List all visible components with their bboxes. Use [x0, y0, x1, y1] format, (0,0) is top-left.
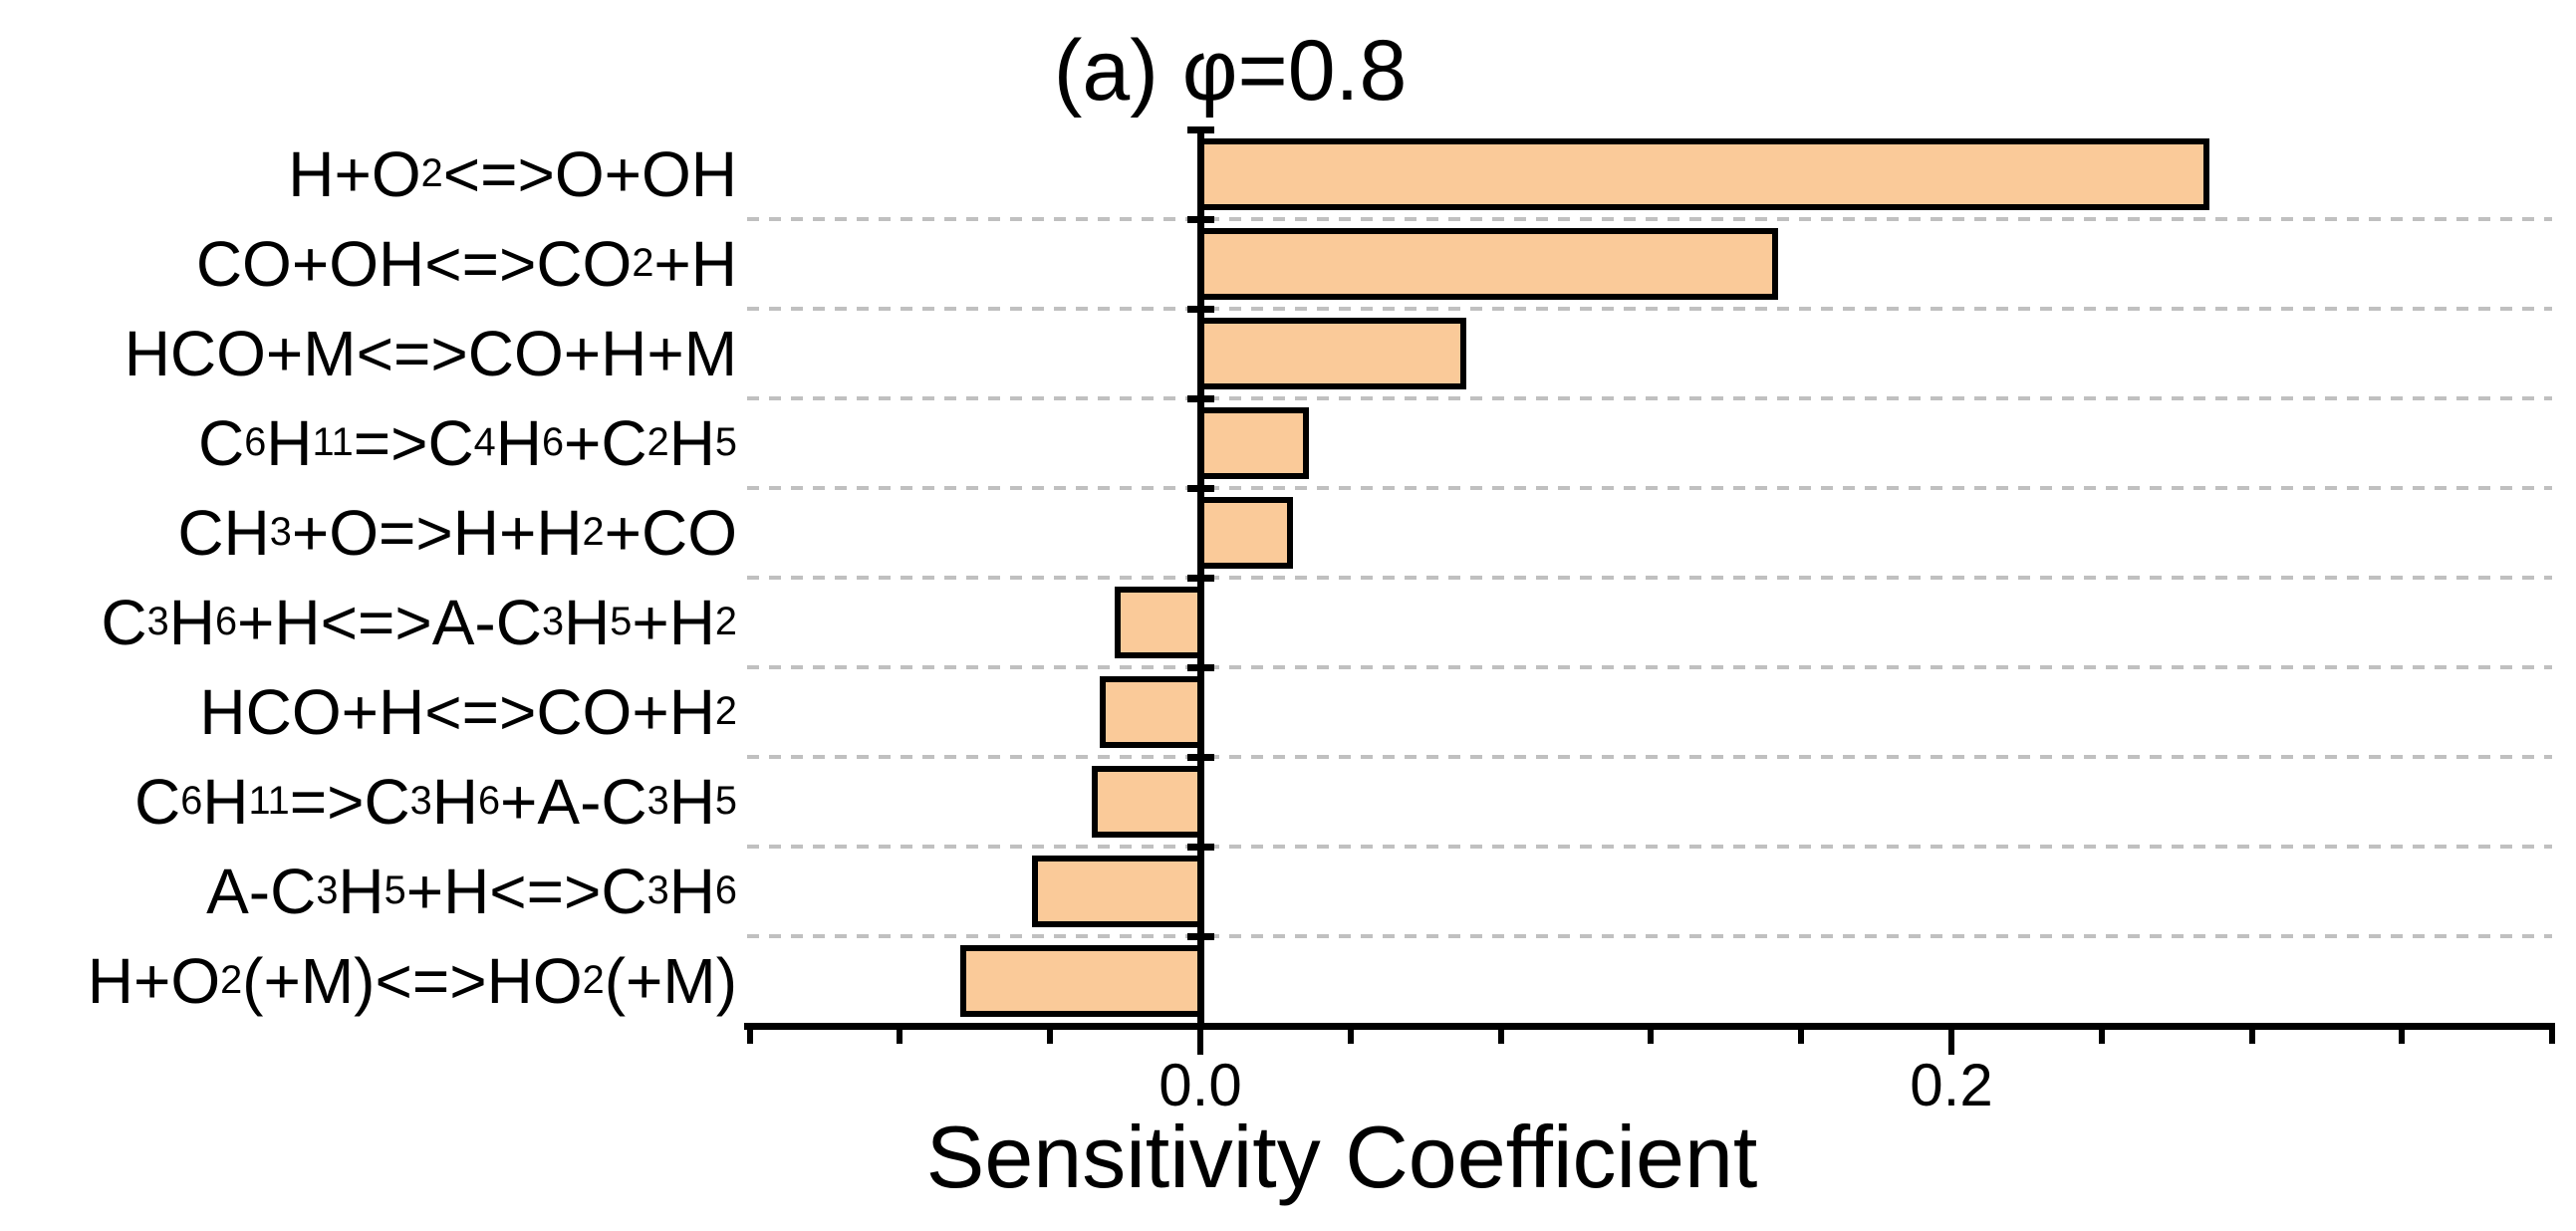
reaction-label-5: CH 3 +O=>H+H 2 +CO [177, 497, 737, 569]
x-minor-tick [897, 1027, 903, 1044]
subscript: 5 [384, 868, 406, 913]
subscript: 6 [541, 420, 565, 465]
reaction-label-4: C 6 H 11 =>C 4 H 6 +C 2 H 5 [197, 407, 737, 479]
subscript: 2 [582, 510, 605, 555]
reaction-label-1: H+O 2 <=>O+OH [288, 138, 737, 210]
gridline [747, 845, 2552, 849]
bar-5 [1197, 497, 1294, 569]
subscript: 3 [316, 868, 339, 913]
gridline [747, 307, 2552, 311]
gridline [747, 755, 2552, 759]
x-minor-tick [2549, 1027, 2556, 1044]
x-axis [744, 1023, 2555, 1030]
x-minor-tick [1347, 1027, 1354, 1044]
subscript: 3 [541, 600, 565, 644]
chart-title: (a) φ=0.8 [1053, 23, 1408, 119]
subscript: 2 [220, 958, 243, 1003]
subscript: 3 [646, 868, 669, 913]
x-minor-tick [1798, 1027, 1805, 1044]
subscript: 6 [714, 868, 737, 913]
x-minor-tick [1648, 1027, 1655, 1044]
subscript: 6 [244, 420, 267, 465]
bar-1 [1197, 138, 2210, 210]
gridline [747, 665, 2552, 669]
bar-8 [1092, 766, 1203, 838]
subscript: 4 [473, 420, 496, 465]
subscript: 3 [269, 510, 292, 555]
gridline [747, 217, 2552, 221]
x-tick-label: 0.2 [1910, 1052, 1993, 1118]
bar-2 [1197, 228, 1778, 300]
reaction-label-2: CO+OH<=>CO 2 +H [195, 228, 737, 300]
subscript: 2 [646, 420, 669, 465]
subscript: 2 [714, 689, 737, 734]
zero-axis [1197, 129, 1204, 1027]
x-minor-tick [2098, 1027, 2105, 1044]
bar-7 [1099, 676, 1203, 748]
subscript: 2 [632, 241, 654, 286]
x-axis-title: Sensitivity Coefficient [925, 1108, 1758, 1206]
bar-3 [1197, 318, 1466, 389]
reaction-label-10: H+O 2 (+M)<=>HO 2 (+M) [87, 945, 737, 1017]
gridline [747, 396, 2552, 400]
subscript: 11 [248, 779, 290, 824]
x-minor-tick [1047, 1027, 1054, 1044]
subscript: 3 [146, 600, 169, 644]
bar-9 [1032, 856, 1203, 927]
x-major-tick [1948, 1027, 1954, 1055]
reaction-label-9: A-C 3 H 5 +H<=>C 3 H 6 [206, 856, 737, 927]
reaction-label-8: C 6 H 11 =>C 3 H 6 +A-C 3 H 5 [133, 766, 737, 838]
reaction-label-3: HCO+M<=>CO+H+M [124, 318, 737, 389]
reaction-label-6: C 3 H 6 +H<=>A-C 3 H 5 +H 2 [101, 587, 737, 658]
subscript: 6 [180, 779, 203, 824]
x-tick-label: 0.0 [1159, 1052, 1242, 1118]
x-minor-tick [746, 1027, 753, 1044]
subscript: 6 [477, 779, 501, 824]
x-minor-tick [2248, 1027, 2255, 1044]
x-major-tick [1197, 1027, 1203, 1055]
gridline [747, 486, 2552, 490]
bar-10 [960, 945, 1203, 1017]
subscript: 11 [312, 420, 354, 465]
subscript: 5 [610, 600, 633, 644]
subscript: 5 [714, 420, 737, 465]
subscript: 2 [420, 151, 443, 196]
subscript: 2 [582, 958, 605, 1003]
bar-4 [1197, 407, 1309, 479]
subscript: 5 [714, 779, 737, 824]
bar-6 [1115, 587, 1203, 658]
subscript: 2 [714, 600, 737, 644]
gridline [747, 576, 2552, 580]
subscript: 3 [409, 779, 432, 824]
subscript: 3 [646, 779, 669, 824]
subscript: 6 [214, 600, 238, 644]
x-minor-tick [1497, 1027, 1504, 1044]
x-minor-tick [2399, 1027, 2406, 1044]
gridline [747, 934, 2552, 938]
reaction-label-7: HCO+H<=>CO+H 2 [199, 676, 737, 748]
